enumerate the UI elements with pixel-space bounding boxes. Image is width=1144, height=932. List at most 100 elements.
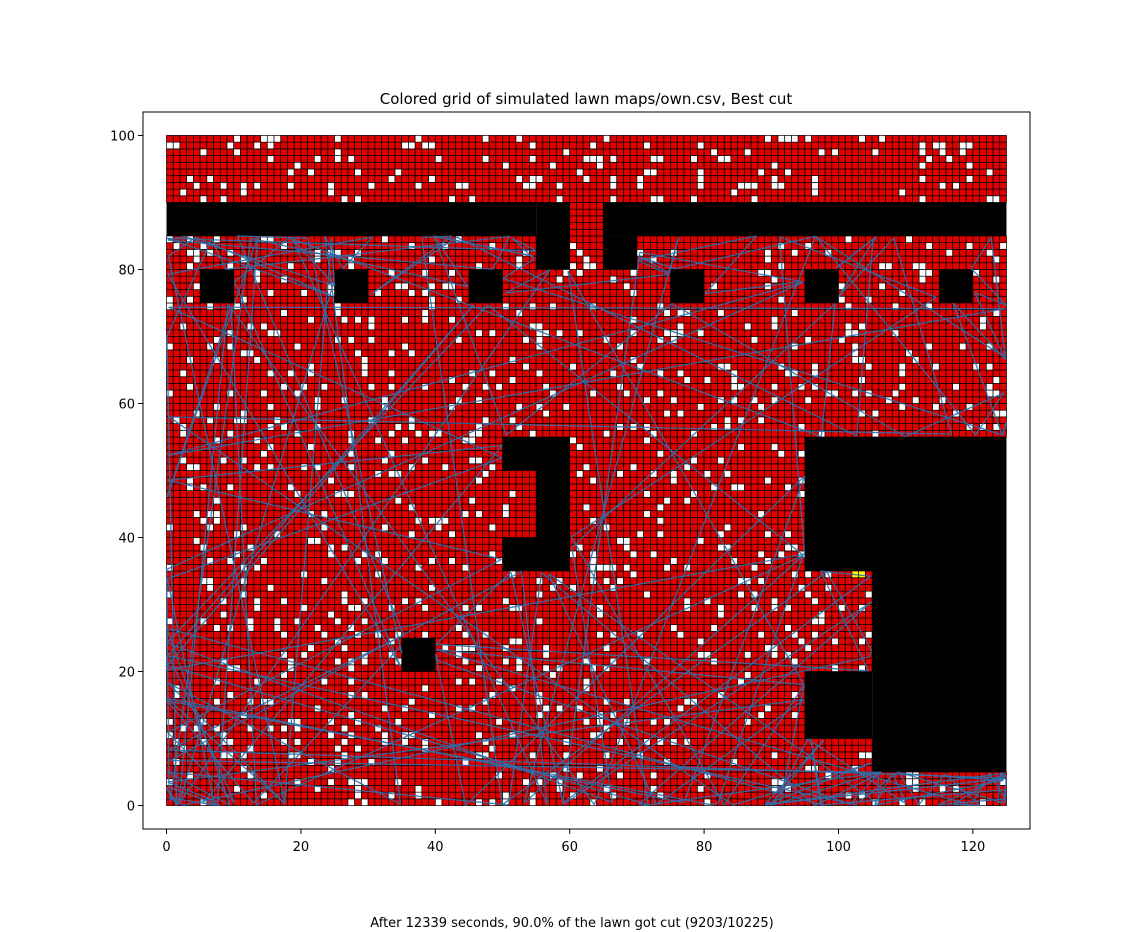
lawn-cell [663, 537, 671, 545]
lawn-cell [441, 550, 450, 558]
lawn-cell [676, 617, 685, 625]
lawn-cell [744, 644, 752, 652]
lawn-cell [347, 684, 356, 692]
lawn-cell [616, 483, 624, 491]
lawn-cell [596, 557, 604, 565]
lawn-cell [408, 476, 416, 485]
lawn-cell [582, 771, 591, 780]
lawn-cell [408, 738, 416, 746]
lawn-cell [663, 630, 671, 639]
lawn-cell [394, 523, 403, 532]
lawn-cell [193, 517, 201, 525]
lawn-cell [488, 470, 497, 478]
lawn-cell [535, 630, 544, 639]
lawn-cell [253, 590, 261, 599]
lawn-cell [414, 590, 423, 599]
lawn-cell [697, 651, 705, 659]
lawn-cell [327, 597, 335, 605]
lawn-cell [676, 510, 685, 518]
lawn-cell [287, 604, 295, 612]
lawn-cell [468, 510, 476, 518]
lawn-cell [408, 785, 416, 793]
lawn-cell [213, 630, 221, 639]
lawn-cell [354, 644, 362, 652]
lawn-cell [354, 771, 362, 780]
lawn-cell [764, 604, 772, 612]
lawn-cell [408, 530, 416, 538]
lawn-cell [623, 537, 631, 545]
lawn-cell [683, 523, 692, 532]
lawn-cell [670, 651, 678, 659]
lawn-cell [777, 510, 786, 518]
lawn-cell [710, 610, 718, 619]
lawn-cell [529, 704, 537, 713]
lawn-cell [703, 610, 712, 619]
lawn-cell [233, 657, 241, 666]
lawn-cell [723, 610, 732, 619]
lawn-cell [623, 530, 631, 538]
lawn-cell [858, 597, 866, 605]
lawn-cell [172, 597, 181, 605]
lawn-cell [233, 503, 241, 512]
lawn-cell [461, 604, 470, 612]
lawn-cell [683, 537, 692, 545]
lawn-cell [649, 584, 658, 592]
lawn-cell [179, 563, 188, 572]
lawn-cell [468, 764, 476, 773]
lawn-cell [623, 597, 631, 605]
lawn-cell [226, 517, 235, 525]
lawn-cell [421, 630, 429, 639]
lawn-cell [656, 490, 665, 498]
lawn-cell [508, 510, 517, 518]
lawn-cell [287, 523, 295, 532]
lawn-cell [670, 490, 678, 498]
lawn-cell [206, 550, 214, 558]
lawn-cell [851, 751, 859, 759]
lawn-cell [226, 476, 235, 485]
lawn-cell [334, 651, 342, 659]
lawn-cell [569, 677, 577, 686]
lawn-cell [730, 490, 739, 498]
lawn-cell [502, 476, 510, 485]
lawn-cell [468, 785, 476, 793]
lawn-cell [623, 557, 631, 565]
lawn-cell [730, 651, 739, 659]
lawn-cell [441, 778, 450, 786]
lawn-cell [797, 597, 806, 605]
lawn-cell [723, 537, 732, 545]
lawn-cell [623, 543, 631, 552]
lawn-cell [549, 651, 557, 659]
lawn-cell [287, 630, 295, 639]
lawn-cell [858, 758, 866, 766]
lawn-cell [387, 470, 396, 478]
lawn-cell [609, 684, 618, 692]
lawn-cell [508, 704, 517, 713]
lawn-cell [797, 604, 806, 612]
lawn-cell [515, 523, 524, 532]
lawn-cell [334, 624, 342, 632]
lawn-cell [193, 557, 201, 565]
lawn-cell [421, 718, 429, 726]
lawn-cell [428, 771, 436, 780]
lawn-cell [327, 744, 335, 753]
lawn-cell [273, 624, 282, 632]
lawn-cell [838, 570, 846, 579]
lawn-cell [340, 543, 349, 552]
lawn-cell [468, 557, 476, 565]
lawn-cell [448, 771, 456, 780]
lawn-cell [428, 677, 436, 686]
lawn-cell [246, 657, 255, 666]
lawn-cell [710, 677, 718, 686]
lawn-cell [354, 724, 362, 733]
lawn-cell [246, 476, 255, 485]
lawn-cell [791, 523, 799, 532]
lawn-cell [542, 637, 550, 646]
lawn-cell [414, 684, 423, 692]
lawn-cell [697, 476, 705, 485]
lawn-cell [481, 604, 490, 612]
lawn-cell [723, 496, 732, 505]
lawn-cell [320, 630, 329, 639]
lawn-cell [609, 577, 618, 585]
lawn-cell [838, 577, 846, 585]
lawn-cell [260, 644, 268, 652]
